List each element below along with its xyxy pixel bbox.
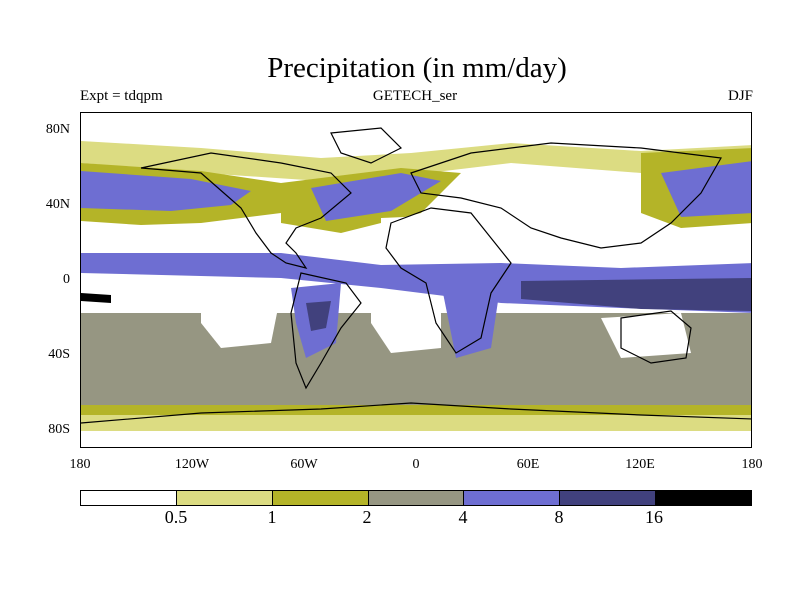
antarctic-light-band: [81, 415, 751, 433]
northern-light-band: [81, 141, 751, 181]
australia-dry: [601, 313, 691, 358]
africa-coast: [385, 207, 512, 354]
x-tick-label: 0: [412, 457, 420, 472]
colorbar-label: 4: [458, 507, 468, 527]
colorbar-label: 1: [267, 507, 277, 527]
south-atlantic-dry: [371, 301, 441, 353]
north-america-coast: [140, 152, 352, 269]
antarctica-coast: [81, 402, 751, 424]
colorbar-box: [656, 491, 752, 505]
x-tick-label: 120W: [174, 457, 210, 472]
nw-pacific-storm-track: [661, 161, 751, 217]
colorbar-box: [272, 491, 369, 505]
sahara-dry: [381, 213, 611, 263]
x-tick-label: 60W: [290, 457, 318, 472]
y-tick-label: 0: [63, 272, 70, 287]
colorbar-box: [464, 491, 561, 505]
colorbar-box: [368, 491, 465, 505]
precipitation-map: [80, 112, 752, 448]
southern-africa-wet: [441, 281, 501, 358]
colorbar-box: [176, 491, 273, 505]
antarctic-olive-band: [81, 405, 751, 417]
eurasia-coast: [410, 142, 722, 249]
pacific-max: [81, 293, 111, 303]
experiment-label: Expt = tdqpm: [80, 88, 163, 104]
antarctic-dry: [81, 431, 751, 447]
greenland-coast: [330, 127, 403, 164]
east-pacific-dry: [81, 225, 161, 248]
colorbar-label: 8: [554, 507, 564, 527]
y-tick-label: 80S: [48, 422, 70, 437]
y-tick-label: 40S: [48, 347, 70, 362]
dataset-label: GETECH_ser: [372, 88, 458, 104]
x-tick-label: 120E: [625, 457, 655, 472]
north-pacific-storm-track: [81, 171, 251, 211]
arctic-dry: [81, 113, 751, 141]
australia-coast: [620, 310, 692, 364]
y-tick-label: 40N: [45, 197, 70, 212]
coastlines: [81, 127, 751, 424]
south-america-coast: [290, 272, 362, 390]
colorbar: [80, 490, 752, 506]
colorbar-label: 2: [362, 507, 372, 527]
y-tick-label: 80N: [45, 122, 70, 137]
x-tick-label: 180: [741, 457, 763, 472]
colorbar-box: [560, 491, 657, 505]
amazon-heavy: [306, 301, 331, 331]
colorbar-box: [81, 491, 177, 505]
maritime-continent-heavy: [521, 278, 751, 311]
map-canvas: [81, 113, 751, 447]
x-tick-label: 180: [69, 457, 91, 472]
colorbar-label: 0.5: [164, 507, 188, 527]
x-tick-label: 60E: [516, 457, 540, 472]
colorbar-label: 16: [645, 507, 663, 527]
season-label: DJF: [727, 88, 753, 104]
southeast-pacific-dry: [201, 293, 281, 348]
plot-title: Precipitation (in mm/day): [267, 52, 567, 84]
